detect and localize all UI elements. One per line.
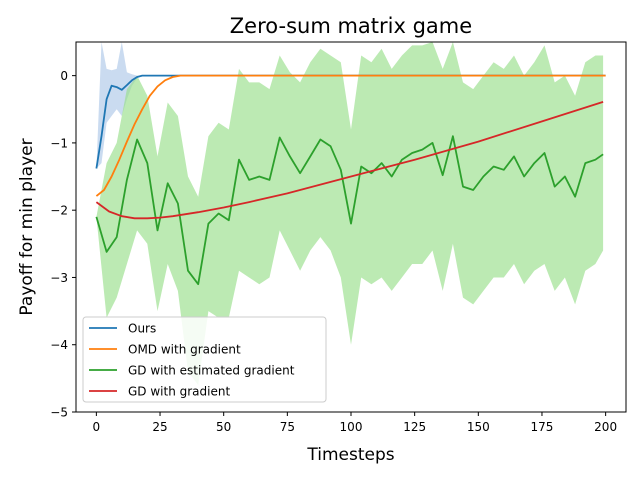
x-tick-label: 150: [467, 420, 490, 434]
line-gd-with-gradient: [95, 101, 604, 220]
x-tick-label: 25: [152, 420, 167, 434]
series-lines: [95, 74, 606, 286]
y-tick-label: 0: [60, 69, 68, 83]
y-tick-label: −3: [50, 271, 68, 285]
y-tick-label: −5: [50, 406, 68, 420]
x-tick-label: 100: [340, 420, 363, 434]
line-omd-with-gradient: [95, 74, 606, 197]
x-tick-label: 125: [403, 420, 426, 434]
x-tick-label: 175: [531, 420, 554, 434]
x-tick-label: 200: [594, 420, 617, 434]
line-ours: [95, 74, 606, 169]
y-axis-label: Payoff for min player: [17, 138, 37, 315]
legend-label: GD with gradient: [128, 385, 230, 399]
legend-label: OMD with gradient: [128, 343, 241, 357]
y-tick-label: −2: [50, 204, 68, 218]
legend-label: GD with estimated gradient: [128, 364, 295, 378]
y-tick-label: −4: [50, 338, 68, 352]
legend: Ours OMD with gradient GD with estimated g…: [82, 316, 327, 403]
y-tick-label: −1: [50, 136, 68, 150]
chart-title: Zero-sum matrix game: [230, 14, 472, 38]
y-axis-ticks: 0 −1 −2 −3 −4 −5: [50, 69, 76, 420]
legend-box: [82, 316, 327, 403]
x-tick-label: 50: [216, 420, 231, 434]
x-tick-label: 0: [93, 420, 101, 434]
x-tick-label: 75: [280, 420, 295, 434]
legend-label: Ours: [128, 322, 156, 336]
x-axis-label: Timesteps: [306, 445, 394, 465]
line-gd-with-estimated-gradient: [95, 135, 604, 286]
x-axis-ticks: 0 25 50 75 100 125 150 175 200: [93, 412, 617, 434]
